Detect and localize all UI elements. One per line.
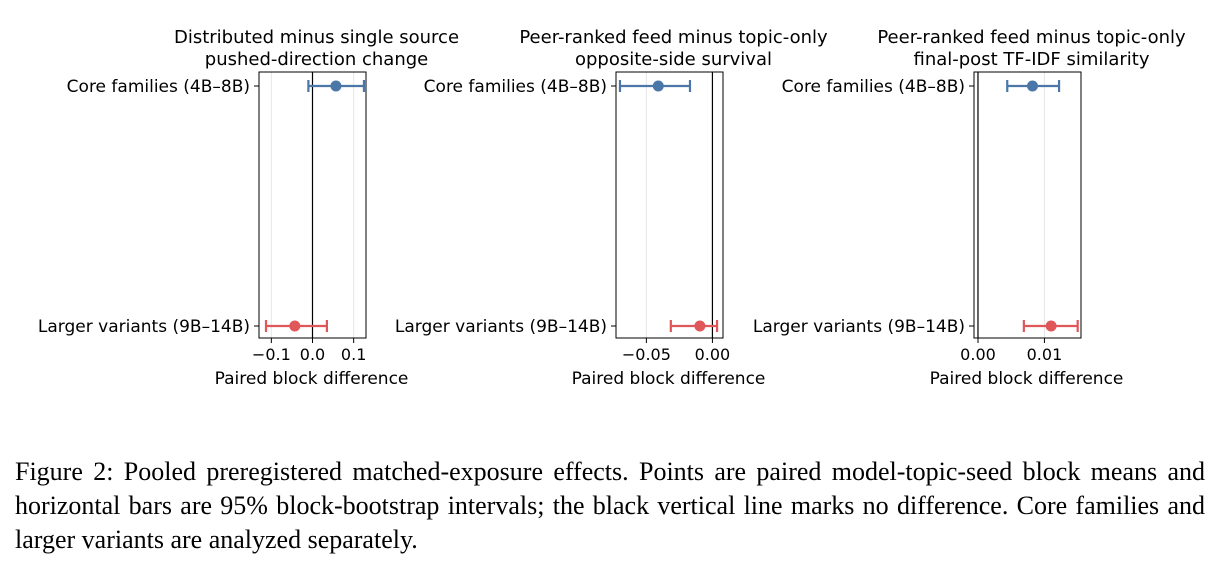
point-estimate	[1026, 80, 1038, 92]
x-tick-label: −0.05	[622, 345, 671, 364]
y-tick-label: Larger variants (9B–14B)	[395, 317, 607, 337]
chart-panel-1: Distributed minus single sourcepushed-di…	[38, 27, 459, 389]
point-estimate	[694, 320, 706, 332]
y-tick-label: Larger variants (9B–14B)	[38, 317, 250, 337]
x-tick-label: 0.1	[341, 345, 366, 364]
chart-title-line: Peer-ranked feed minus topic-only	[519, 27, 828, 48]
chart-title-line: pushed-direction change	[205, 49, 428, 70]
x-tick-label: −0.1	[252, 345, 291, 364]
chart-panel-2: Peer-ranked feed minus topic-onlyopposit…	[395, 27, 828, 389]
x-axis-label: Paired block difference	[215, 369, 409, 389]
plot-frame	[615, 71, 724, 339]
x-tick-label: 0.01	[1027, 345, 1063, 364]
x-tick-label: 0.0	[300, 345, 325, 364]
x-axis-label: Paired block difference	[930, 369, 1124, 389]
point-estimate	[1045, 320, 1057, 332]
point-estimate	[330, 80, 342, 92]
y-tick-label: Core families (4B–8B)	[424, 77, 607, 97]
chart-title-line: final-post TF-IDF similarity	[913, 49, 1149, 70]
plot-frame	[973, 71, 1082, 339]
figure-panels: Distributed minus single sourcepushed-di…	[38, 27, 1186, 389]
x-tick-label: 0.00	[695, 345, 731, 364]
point-estimate	[652, 80, 664, 92]
figure-caption: Figure 2: Pooled preregistered matched-e…	[15, 457, 1205, 554]
point-estimate	[289, 320, 301, 332]
chart-panel-3: Peer-ranked feed minus topic-onlyfinal-p…	[753, 27, 1186, 389]
y-tick-label: Larger variants (9B–14B)	[753, 317, 965, 337]
chart-title-line: opposite-side survival	[575, 49, 772, 70]
chart-title-line: Distributed minus single source	[174, 27, 459, 48]
y-tick-label: Core families (4B–8B)	[782, 77, 965, 97]
x-tick-label: 0.00	[960, 345, 996, 364]
x-axis-label: Paired block difference	[572, 369, 766, 389]
chart-title-line: Peer-ranked feed minus topic-only	[877, 27, 1186, 48]
y-tick-label: Core families (4B–8B)	[67, 77, 250, 97]
